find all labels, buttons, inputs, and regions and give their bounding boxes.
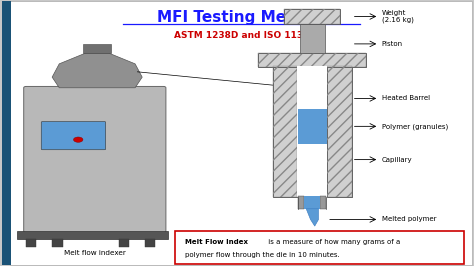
- Text: Piston: Piston: [382, 41, 403, 47]
- Bar: [258, 53, 366, 66]
- Polygon shape: [306, 209, 319, 226]
- Text: Heated Barrel: Heated Barrel: [382, 95, 430, 101]
- Text: ASTM 1238D and ISO 1133: ASTM 1238D and ISO 1133: [174, 31, 310, 40]
- Bar: [273, 66, 297, 197]
- Text: Capillary: Capillary: [382, 157, 412, 163]
- Text: Weight
(2.16 kg): Weight (2.16 kg): [382, 10, 413, 23]
- Bar: [298, 109, 327, 144]
- Bar: [297, 66, 327, 197]
- Circle shape: [73, 137, 83, 142]
- Bar: [327, 66, 352, 197]
- FancyBboxPatch shape: [24, 86, 166, 233]
- Text: Melted polymer: Melted polymer: [382, 217, 436, 222]
- Bar: [145, 239, 155, 247]
- Text: polymer flow through the die in 10 minutes.: polymer flow through the die in 10 minut…: [185, 252, 339, 258]
- Bar: [26, 239, 36, 247]
- Bar: [304, 196, 320, 209]
- Text: Melt Flow Index: Melt Flow Index: [185, 239, 248, 245]
- Bar: [17, 231, 168, 239]
- Bar: [83, 44, 111, 53]
- Text: is a measure of how many grams of a: is a measure of how many grams of a: [266, 239, 401, 245]
- Bar: [327, 66, 352, 197]
- Bar: [258, 53, 366, 66]
- FancyBboxPatch shape: [41, 122, 106, 150]
- Polygon shape: [52, 53, 142, 88]
- Bar: [300, 24, 325, 53]
- Bar: [52, 239, 63, 247]
- Bar: [320, 196, 326, 209]
- Bar: [284, 9, 340, 24]
- Bar: [273, 66, 297, 197]
- FancyBboxPatch shape: [175, 231, 464, 264]
- Bar: [118, 239, 129, 247]
- Text: MFI Testing Method: MFI Testing Method: [157, 10, 326, 25]
- Bar: [298, 196, 304, 209]
- Bar: [2, 1, 11, 265]
- Bar: [284, 9, 340, 24]
- Text: Melt flow indexer: Melt flow indexer: [64, 250, 126, 256]
- Text: Polymer (granules): Polymer (granules): [382, 123, 448, 130]
